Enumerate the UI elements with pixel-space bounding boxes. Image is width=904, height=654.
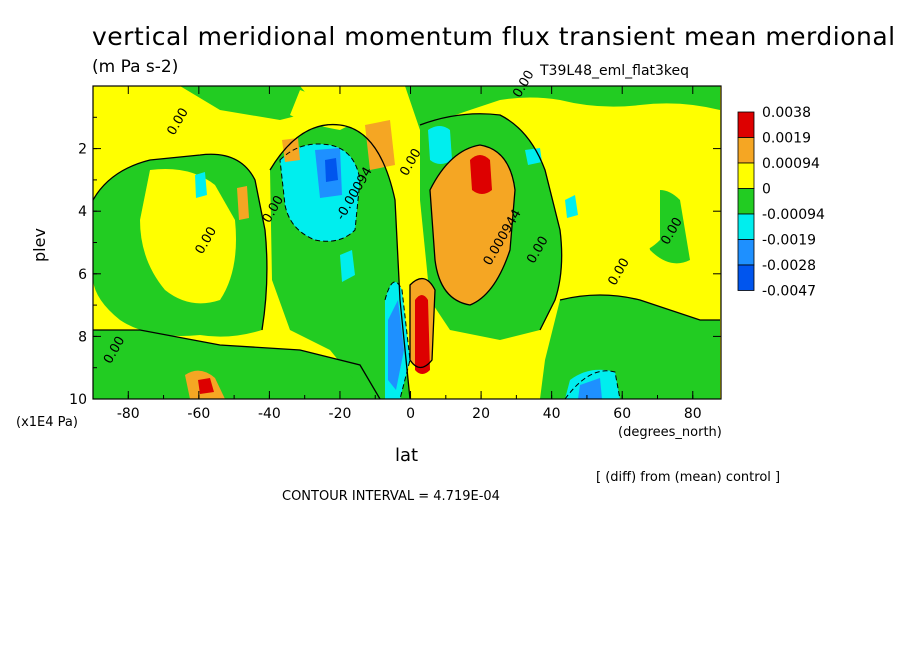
x-tick-label: 0 [406,406,415,422]
legend-label: 0.0019 [762,131,811,147]
chart-title: vertical meridional momentum flux transi… [92,22,896,51]
legend-label: 0.00094 [762,156,820,172]
legend-label: 0.0038 [762,105,811,121]
legend-label: -0.00094 [762,207,825,223]
x-tick-label: 60 [613,406,631,422]
field-region-negative [405,86,720,130]
legend: 0.0038 0.0019 0.00094 0 -0.00094 -0.0019 -0.00… [737,105,825,300]
field-region-positive [140,169,236,304]
contour-lines-negative [279,143,621,399]
x-axis-label: lat [395,445,419,466]
chart-units: (m Pa s-2) [92,57,179,77]
legend-label: -0.0019 [762,233,816,249]
y-tick-label: 4 [78,204,87,220]
field-region-negative-stronger [578,378,602,399]
field-region-positive-stronger [415,295,430,374]
x-axis: -80 -60 -40 -20 0 20 40 60 80 [92,86,702,422]
field-region-positive-stronger [198,378,214,394]
field-region-negative-strongest [325,158,338,182]
legend-label: -0.0028 [762,258,816,274]
y-tick-label: 6 [78,267,87,283]
y-axis-label: plev [30,228,49,262]
field-region-negative [180,86,320,120]
legend-label: 0 [762,182,771,198]
field-region-negative-strong [195,172,207,198]
legend-swatch [737,111,755,138]
contour-lines [93,113,720,399]
field-region-positive-stronger [470,155,492,194]
y-axis: 2 4 6 8 10 [69,116,721,408]
field-region-positive-strong [430,145,515,305]
field-region-negative-strong [525,148,542,165]
legend-swatch [737,264,755,291]
y-tick-label: 2 [78,142,87,158]
contour-field [93,86,721,399]
field-region-positive-strong [237,186,249,220]
x-tick-label: -80 [117,406,140,422]
legend-swatch [737,188,755,215]
x-tick-label: -20 [329,406,352,422]
y-tick-label: 10 [69,392,87,408]
x-tick-label: -60 [187,406,210,422]
diff-note: [ (diff) from (mean) control ] [596,470,781,485]
y-axis-units: (x1E4 Pa) [16,415,78,430]
field-region-negative-strong [565,195,578,218]
run-label: T39L48_eml_flat3keq [540,63,690,79]
y-tick-label: 8 [78,329,87,345]
field-region-negative-stronger [388,300,404,390]
legend-label: -0.0047 [762,284,816,300]
legend-swatch [737,162,755,189]
x-tick-label: 20 [472,406,490,422]
field-region-negative-strong [340,250,355,282]
field-region-negative-strong [428,126,452,164]
contour-interval: CONTOUR INTERVAL = 4.719E-04 [282,489,500,504]
legend-swatch [737,239,755,266]
field-region-positive-strong [282,138,300,162]
x-axis-units: (degrees_north) [618,425,722,440]
x-tick-label: 40 [543,406,561,422]
field-region-positive [560,110,660,256]
x-tick-label: 80 [684,406,702,422]
field-region-positive-strong [365,120,395,170]
legend-swatch [737,137,755,164]
x-tick-label: -40 [258,406,281,422]
field-region-positive [290,90,360,130]
legend-swatch [737,213,755,240]
field-region-negative [93,330,380,399]
